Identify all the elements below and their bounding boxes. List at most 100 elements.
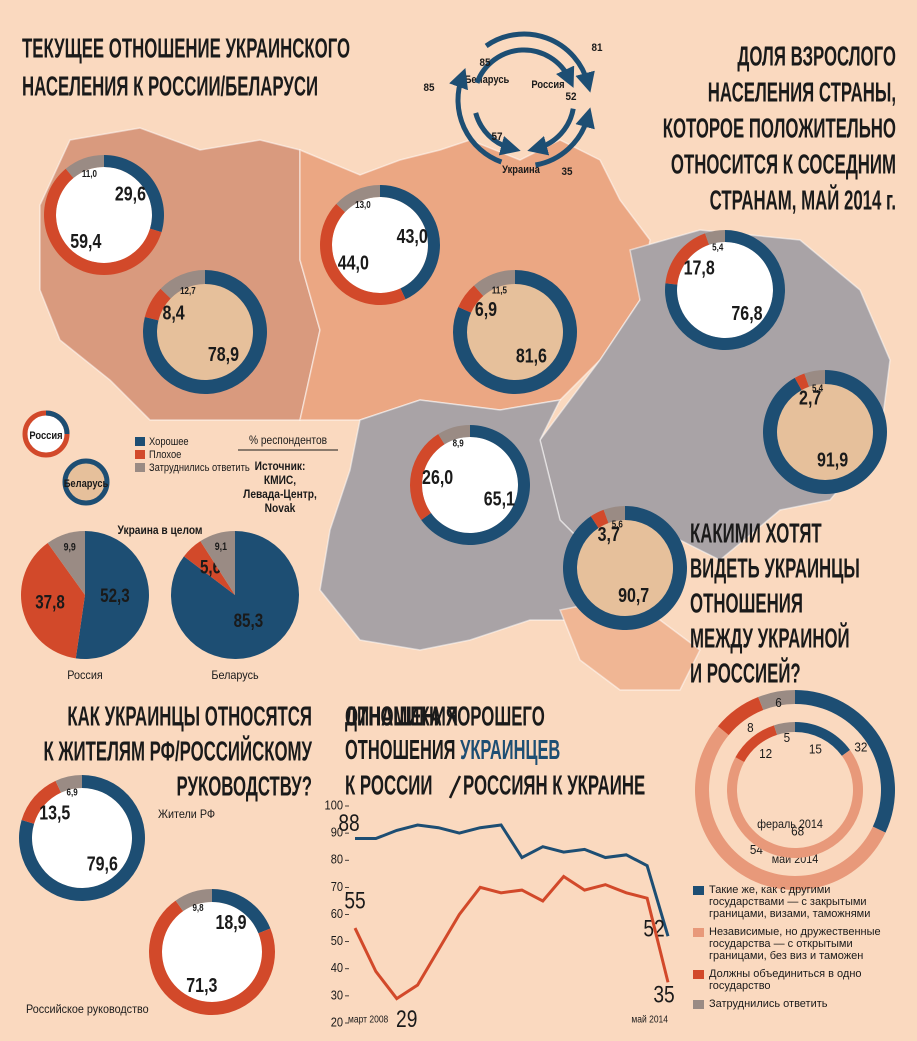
y-tick-label: 90 bbox=[331, 825, 343, 840]
legend-swatch bbox=[693, 928, 704, 937]
line-series bbox=[355, 823, 670, 937]
donut-segment bbox=[758, 690, 795, 711]
value-label: 68 bbox=[791, 823, 804, 838]
donut-segment bbox=[458, 285, 484, 313]
legend-sample-label: Россия bbox=[29, 430, 62, 442]
donut-segment bbox=[795, 690, 895, 833]
line-series bbox=[353, 874, 670, 1001]
donut-segment bbox=[603, 506, 625, 523]
flow-value: 35 bbox=[561, 166, 572, 178]
legend-label: РОССИЯН К УКРАИНЕ bbox=[463, 769, 645, 800]
node-label: Россия bbox=[531, 79, 564, 91]
donut-segment bbox=[735, 725, 778, 763]
value-label: 13,0 bbox=[355, 200, 371, 211]
flow-value: 81 bbox=[591, 42, 602, 54]
donut-segment bbox=[795, 722, 851, 756]
donut-hole bbox=[467, 284, 563, 380]
value-label: 12,7 bbox=[180, 286, 196, 297]
y-tick-label: 30 bbox=[331, 987, 343, 1002]
node-label: Украина bbox=[502, 164, 540, 176]
source: Источник: bbox=[255, 459, 306, 473]
category-label: Жители РФ bbox=[158, 807, 215, 821]
donut-segment bbox=[144, 288, 171, 321]
flow-arrow bbox=[534, 107, 595, 168]
chart-title: ВИДЕТЬ УКРАИНЦЫ bbox=[690, 552, 860, 583]
legend-swatch bbox=[135, 463, 145, 472]
value-label: 8 bbox=[747, 720, 754, 735]
value-label: 6,9 bbox=[67, 788, 78, 799]
y-tick-label: 40 bbox=[331, 960, 343, 975]
value-label: 18,9 bbox=[215, 912, 246, 934]
flow-arrow bbox=[449, 68, 503, 165]
source: Левада-Центр, bbox=[243, 487, 317, 501]
legend-item: Должны объединиться в одно государство bbox=[693, 968, 898, 992]
chart-subtitle: Украина в целом bbox=[118, 523, 203, 537]
donut-hole bbox=[32, 788, 132, 888]
value-label: 6 bbox=[775, 695, 782, 710]
value-label: 79,6 bbox=[87, 854, 118, 876]
source: КМИС, bbox=[264, 473, 296, 487]
chart-title: ОТНОШЕНИЯУКРАИНЦЕВ bbox=[345, 734, 560, 765]
value-label: 32 bbox=[854, 740, 867, 755]
donut-segment bbox=[55, 775, 82, 793]
donut-hole bbox=[332, 197, 428, 293]
chart-title: И РОССИЕЙ? bbox=[690, 656, 801, 688]
legend: Такие же, как с другими государствами — … bbox=[693, 884, 898, 1016]
flow-value: 85 bbox=[423, 82, 434, 94]
value-label: 78,9 bbox=[208, 344, 239, 366]
value-label: 11,5 bbox=[492, 285, 507, 296]
value-label: 3,7 bbox=[598, 524, 620, 546]
donut-segment bbox=[104, 155, 164, 233]
category-label: Российское руководство bbox=[26, 1002, 149, 1016]
legend-swatch bbox=[135, 450, 145, 459]
donut-segment bbox=[590, 509, 609, 528]
pie-slice bbox=[20, 542, 86, 659]
legend-label: Должны объединиться в одно государство bbox=[709, 968, 862, 992]
chart-title: НАСЕЛЕНИЯ К РОССИИ/БЕЛАРУСИ bbox=[22, 70, 318, 101]
y-tick-label: 20 bbox=[331, 1014, 343, 1029]
flow-value: 52 bbox=[565, 91, 576, 103]
category-label: Россия bbox=[67, 668, 102, 682]
value-label: 12 bbox=[759, 746, 772, 761]
y-tick-label: 80 bbox=[331, 852, 343, 867]
title-slash bbox=[448, 775, 462, 799]
chart-title: ОТНОСИТСЯ К СОСЕДНИМ bbox=[671, 148, 896, 179]
donut-hole bbox=[422, 437, 518, 533]
value-label: 29,6 bbox=[115, 184, 146, 206]
chart-title: ОТНОШЕНИЯ bbox=[345, 734, 455, 765]
pie-slice bbox=[171, 531, 300, 660]
donut-hole bbox=[157, 284, 253, 380]
legend-label: УКРАИНЦЕВ bbox=[460, 734, 560, 765]
donut-segment bbox=[43, 168, 162, 276]
donut-segment bbox=[473, 270, 515, 296]
donut-segment bbox=[727, 750, 863, 858]
value-label: 6,9 bbox=[475, 299, 497, 321]
chart-title: НАСЕЛЕНИЯ СТРАНЫ, bbox=[708, 76, 896, 107]
flow-arrow bbox=[484, 31, 595, 93]
x-tick-label: май 2014 bbox=[631, 1015, 668, 1026]
value-label: 8,9 bbox=[453, 438, 464, 449]
value-label: 44,0 bbox=[338, 253, 369, 275]
chart-title: МЕЖДУ УКРАИНОЙ bbox=[690, 621, 850, 653]
value-label: 29 bbox=[396, 1006, 417, 1033]
y-tick-label: 50 bbox=[331, 933, 343, 948]
donut-segment bbox=[380, 185, 441, 300]
donut-segment bbox=[336, 185, 380, 213]
legend-sample-arc bbox=[45, 410, 70, 435]
flow-value: 57 bbox=[491, 131, 502, 143]
legend-swatch bbox=[135, 437, 145, 446]
value-label: 88 bbox=[338, 810, 359, 837]
donut-segment bbox=[65, 155, 104, 179]
value-label: 65,1 bbox=[484, 488, 515, 510]
legend-label: Хорошее bbox=[149, 436, 189, 448]
legend-sample-fill bbox=[62, 458, 110, 506]
value-label: 91,9 bbox=[817, 449, 848, 471]
flow-arrow bbox=[473, 112, 521, 156]
legend-item: Затруднились ответить bbox=[693, 998, 898, 1010]
value-label: 11,0 bbox=[82, 169, 97, 180]
legend-label: Независимые, но дружественные государств… bbox=[709, 926, 881, 962]
value-label: 85,3 bbox=[234, 611, 264, 632]
donut-hole bbox=[777, 384, 873, 480]
value-label: 17,8 bbox=[684, 258, 715, 280]
